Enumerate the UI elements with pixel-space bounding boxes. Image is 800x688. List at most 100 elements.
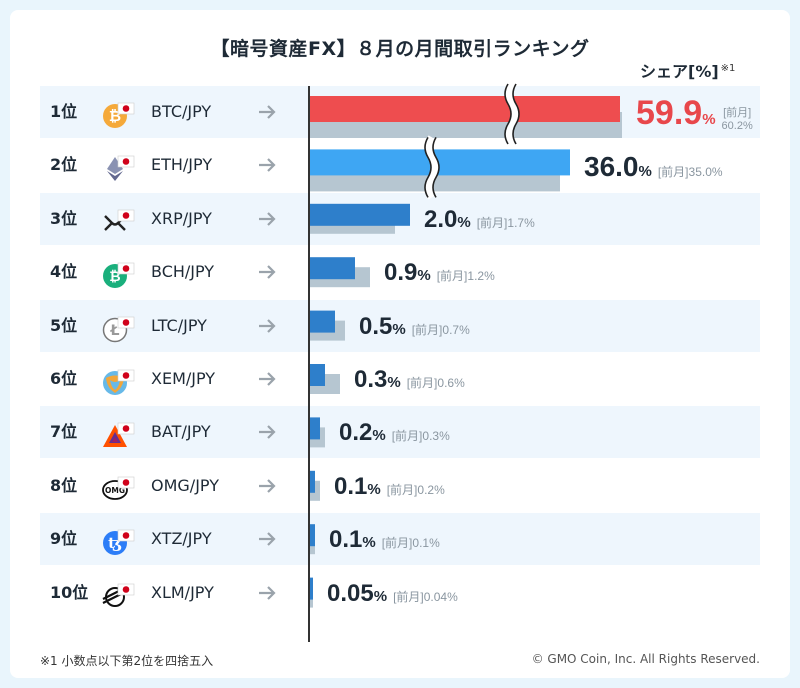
value-percent-sign: % [362, 534, 376, 552]
bar-axis-line [308, 86, 310, 642]
rank-label: 7位 [50, 422, 78, 442]
value-percent-sign: % [702, 111, 716, 128]
bitcoin-cash-icon: ₿ [102, 259, 135, 289]
unit-label-text: シェア[%] [640, 62, 719, 81]
prev-month-label: [前月]0.6% [407, 376, 465, 390]
ranking-row: 7位 BAT/JPY [40, 406, 760, 459]
value-label: 0.2% [前月]0.3% [339, 419, 450, 447]
prev-month-tag: [前月] [406, 376, 438, 390]
value-label: 0.9% [前月]1.2% [384, 259, 495, 287]
ranking-row: 2位 ETH/JPY [40, 139, 760, 191]
tezos-icon: ꜩ [102, 526, 135, 556]
ranking-row: 3位 XRP/JPY [40, 192, 760, 245]
value-number: 0.1 [329, 526, 363, 554]
value-number: 0.9 [384, 259, 418, 287]
value-percent-sign: % [457, 213, 471, 231]
prev-month-tag: [前月] [386, 482, 418, 497]
value-percent-sign: % [638, 163, 652, 181]
arrow-right-icon [256, 155, 278, 175]
svg-text:Ł: Ł [110, 323, 120, 339]
rank-label: 8位 [50, 475, 78, 495]
xrp-icon [102, 206, 135, 232]
value-number: 0.2 [339, 419, 373, 447]
prev-month-value: 0.04% [423, 589, 458, 604]
rank-label: 2位 [50, 155, 78, 175]
copyright: © GMO Coin, Inc. All Rights Reserved. [531, 652, 760, 666]
prev-month-tag: [前月] [381, 536, 413, 551]
arrow-right-icon [256, 476, 278, 496]
value-number: 0.3 [354, 366, 388, 393]
prev-month-tag: [前月] [391, 429, 423, 444]
ranking-row: 4位 ₿ BCH/JPY [40, 246, 760, 298]
omg-icon: OMG [102, 473, 135, 500]
rank-label: 5位 [50, 315, 78, 335]
pair-label: LTC/JPY [151, 315, 207, 335]
pair-label: XRP/JPY [151, 208, 212, 228]
value-label: 0.1% [前月]0.2% [334, 473, 445, 501]
pair-label: OMG/JPY [151, 475, 219, 495]
stellar-icon [102, 580, 135, 607]
value-label: 0.05% [前月]0.04% [327, 580, 458, 608]
prev-month-value: 1.2% [467, 269, 495, 284]
arrow-right-icon [256, 262, 278, 282]
rank-label: 4位 [50, 262, 78, 282]
value-percent-sign: % [373, 587, 388, 605]
prev-month-label: [前月]0.7% [412, 323, 470, 337]
pair-label: XTZ/JPY [151, 529, 212, 549]
nem-icon [102, 366, 135, 395]
pair-label: XLM/JPY [151, 582, 214, 602]
prev-month-label: [前月]1.2% [437, 269, 495, 283]
arrow-right-icon [256, 529, 278, 549]
pair-label: BCH/JPY [151, 262, 215, 282]
prev-month-label: [前月] 60.2% [722, 107, 753, 133]
arrow-right-icon [256, 316, 278, 336]
arrow-right-icon [256, 209, 278, 229]
pair-label: XEM/JPY [151, 369, 216, 388]
ranking-row: 10位 XLM/JPY [40, 567, 760, 619]
value-label: 36.0% [前月]35.0% [584, 151, 723, 183]
prev-month-tag: [前月] [723, 106, 752, 119]
svg-text:OMG: OMG [105, 486, 125, 495]
footnote: ※1 小数点以下第2位を四捨五入 [40, 654, 214, 668]
prev-month-value: 0.3% [422, 429, 450, 444]
prev-month-label: [前月]1.7% [477, 216, 535, 230]
value-number: 0.5 [359, 312, 393, 340]
value-percent-sign: % [372, 427, 386, 445]
arrow-right-icon [256, 102, 278, 122]
bitcoin-icon: ₿ [102, 99, 135, 128]
ranking-row: 6位 XEM/JPY [40, 353, 760, 405]
prev-month-value: 0.6% [437, 376, 465, 390]
ranking-row: 5位 Ł LTC/JPY [40, 299, 760, 352]
prev-month-tag: [前月] [393, 589, 424, 604]
prev-month-tag: [前月] [411, 322, 443, 337]
prev-month-value: 35.0% [688, 165, 723, 180]
value-number: 2.0 [424, 205, 458, 233]
unit-label: シェア[%] ※1 [640, 58, 735, 82]
prev-month-value: 0.2% [417, 482, 445, 497]
ethereum-icon [102, 152, 135, 182]
litecoin-icon: Ł [102, 313, 135, 342]
unit-note-mark: ※1 [720, 62, 736, 74]
value-label: 2.0% [前月]1.7% [424, 206, 535, 234]
prev-month-tag: [前月] [436, 269, 468, 284]
arrow-right-icon [256, 369, 278, 389]
pair-label: BTC/JPY [151, 102, 212, 121]
rank-label: 3位 [50, 208, 78, 228]
rank-label: 9位 [50, 529, 78, 549]
prev-month-label: [前月]0.04% [393, 590, 458, 604]
bat-icon [102, 419, 135, 448]
value-percent-sign: % [417, 267, 431, 285]
arrow-right-icon [256, 583, 278, 603]
value-number: 59.9 [636, 94, 703, 132]
prev-month-tag: [前月] [657, 165, 689, 180]
value-label: 0.1% [前月]0.1% [329, 526, 440, 554]
chart-title: 【暗号資産FX】８月の月間取引ランキング [210, 38, 590, 60]
value-label: 0.3% [前月]0.6% [354, 366, 465, 394]
prev-month-value: 0.1% [412, 536, 440, 551]
value-percent-sign: % [392, 320, 406, 338]
value-number: 0.1 [334, 472, 368, 500]
prev-month-value: 60.2% [721, 119, 753, 132]
ranking-row: 9位 ꜩ XTZ/JPY [40, 513, 760, 566]
svg-text:₿: ₿ [109, 269, 120, 285]
prev-month-value: 0.7% [442, 322, 470, 337]
